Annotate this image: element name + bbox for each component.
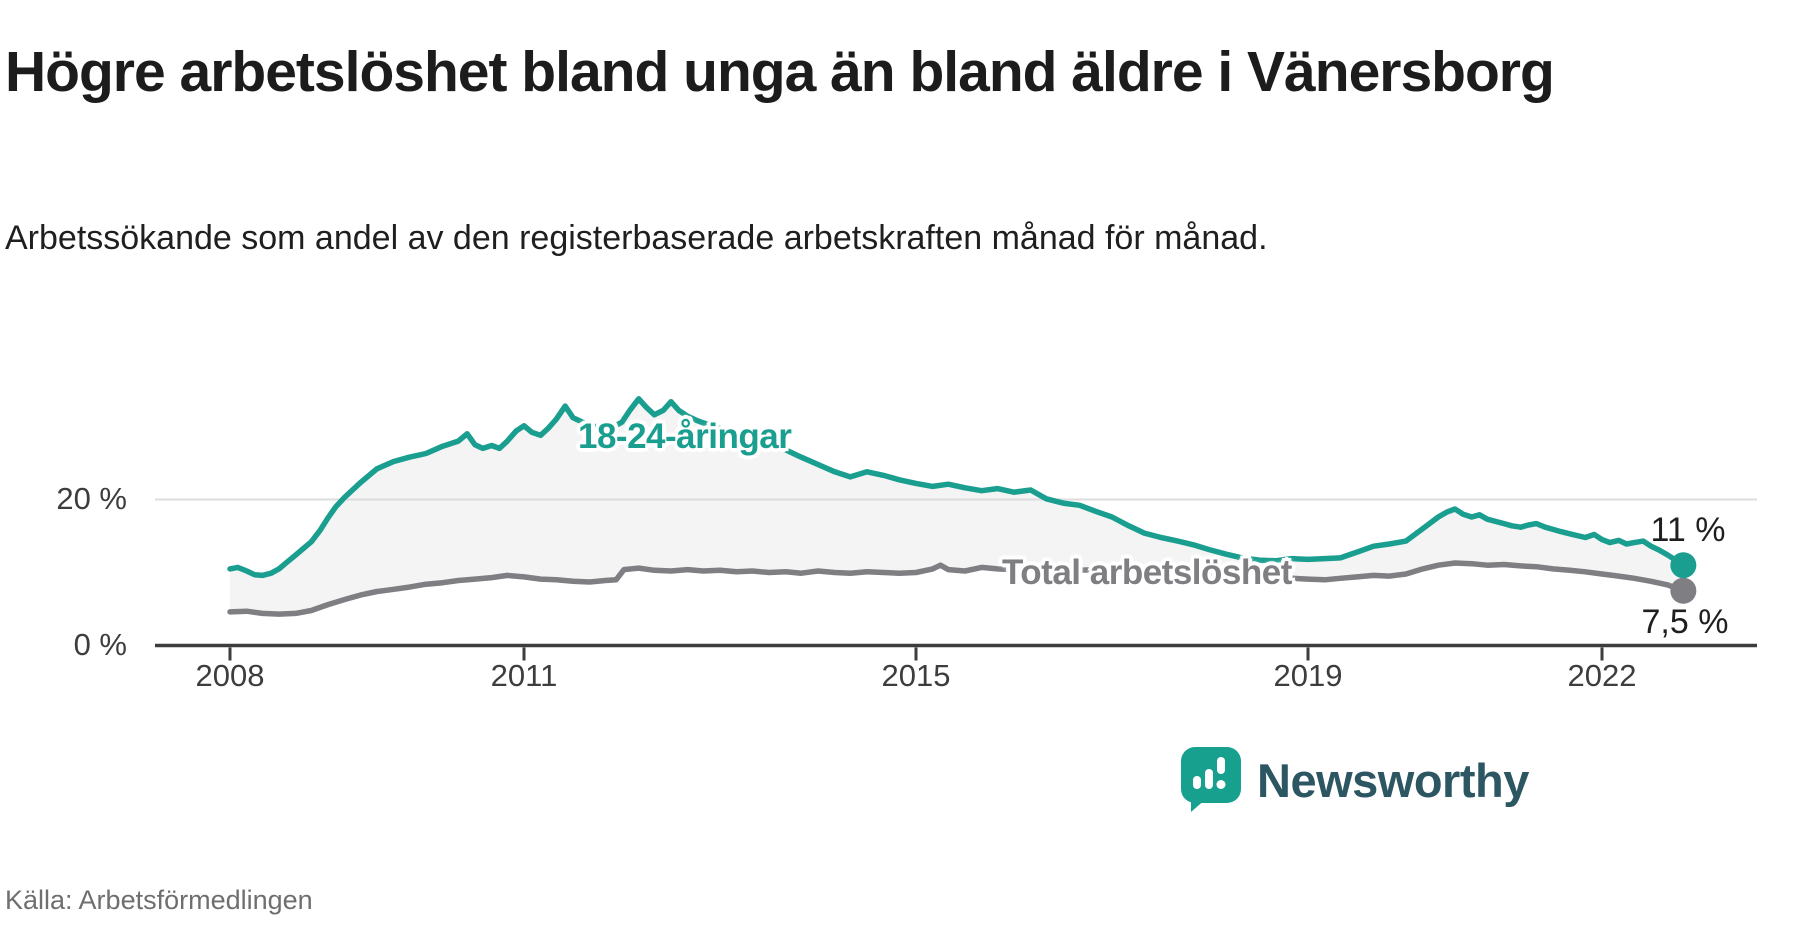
series-label-total: Total arbetslöshet (1002, 553, 1292, 592)
bar-chart-exclamation-icon (1180, 746, 1242, 814)
page-title: Högre arbetslöshet bland unga än bland ä… (5, 40, 1555, 105)
end-value-label-total: 7,5 % (1641, 603, 1729, 641)
newsworthy-logo: Newsworthy (1180, 746, 1529, 814)
x-tick-label: 2008 (195, 658, 265, 693)
series-label-youth: 18-24-åringar (578, 417, 792, 456)
y-tick-label: 0 % (73, 626, 127, 662)
x-tick-label: 2015 (881, 658, 951, 693)
logo-wordmark: Newsworthy (1257, 753, 1529, 807)
endpoint-dot-total (1670, 577, 1697, 604)
endpoint-dot-youth (1670, 552, 1697, 579)
y-tick-label: 20 % (56, 480, 127, 516)
end-value-label-youth: 11 % (1650, 511, 1726, 549)
x-tick-label: 2022 (1567, 658, 1637, 693)
series-line-total (227, 560, 1687, 617)
x-tick-label: 2011 (490, 658, 558, 693)
x-tick-label: 2019 (1273, 658, 1343, 693)
source-note: Källa: Arbetsförmedlingen (5, 885, 313, 915)
page-subtitle: Arbetssökande som andel av den registerb… (5, 219, 1268, 257)
series-line-youth (227, 396, 1687, 579)
